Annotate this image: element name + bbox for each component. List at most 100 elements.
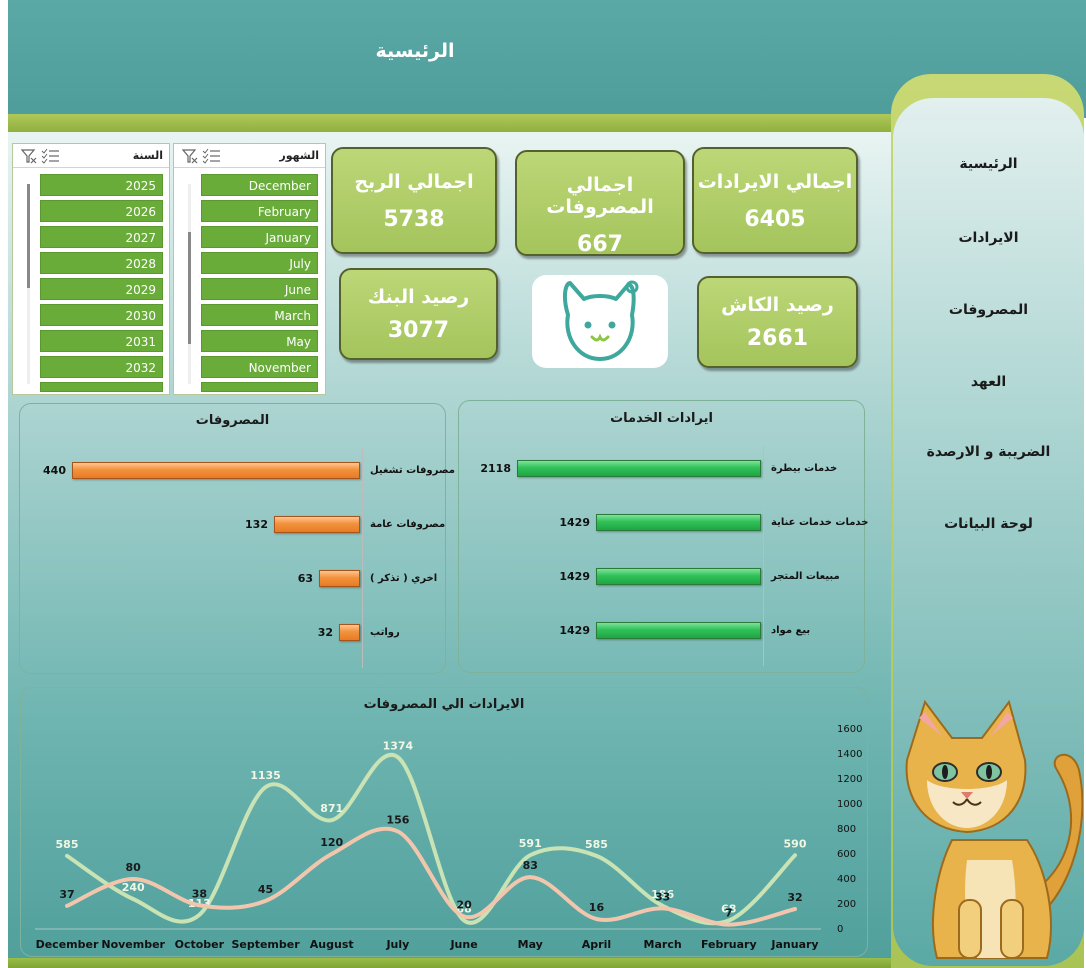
expenses-data-label: 38 <box>192 887 207 900</box>
kpi-bank-label: رصيد البنك <box>367 286 470 308</box>
x-tick-label: September <box>231 938 300 951</box>
clear-filter-icon[interactable] <box>181 149 198 164</box>
kpi-revenue: اجمالي الايرادات 6405 <box>692 147 858 254</box>
revenue-data-label: 871 <box>320 802 343 815</box>
services-revenue-bar <box>596 622 761 639</box>
x-tick-label: August <box>310 938 354 951</box>
kpi-cash-label: رصيد الكاش <box>721 294 834 316</box>
year-item[interactable]: 2027 <box>40 226 163 248</box>
year-slicer-scroll-thumb[interactable] <box>27 184 30 288</box>
y-tick-label: 800 <box>837 824 856 835</box>
services-revenue-category-label: خدمات خدمات عناية <box>771 517 869 528</box>
sidebar-item-home[interactable]: الرئيسية <box>959 156 1018 172</box>
x-tick-label: July <box>385 938 409 951</box>
services-revenue-bar <box>517 460 761 477</box>
sidebar-item-custody[interactable]: العهد <box>970 374 1007 390</box>
expenses-data-label: 45 <box>258 883 273 896</box>
month-item[interactable]: January <box>201 226 318 248</box>
month-item[interactable]: March <box>201 304 318 326</box>
services-revenue-category-label: بيع مواد <box>771 625 811 636</box>
line-chart-svg: 0 200 400 600 800 1000 1200 1400 1600 December Nov… <box>35 724 862 951</box>
revenue-data-label: 585 <box>56 838 79 851</box>
sidebar-item-tax-balances[interactable]: الضريبة و الارصدة <box>926 444 1051 460</box>
y-tick-label: 1600 <box>837 724 862 735</box>
revenue-data-label: 186 <box>651 888 674 901</box>
services-revenue-chart: ايرادات الخدمات 2118 خدمات بيطرة 1429 خدمات… <box>458 400 869 673</box>
expenses-data-label: 16 <box>589 901 605 914</box>
sidebar-item-expenses[interactable]: المصروفات <box>948 302 1029 318</box>
slicer-tools <box>20 148 61 164</box>
revenue-series-line <box>65 752 797 926</box>
month-item[interactable]: December <box>201 174 318 196</box>
services-revenue-bar <box>596 568 761 585</box>
expenses-chart: المصروفات 440 مصروفات تشغيل 132 مصروفات عام… <box>19 403 455 674</box>
x-tick-label: March <box>644 938 682 951</box>
expenses-category-label: مصروفات تشغيل <box>370 465 455 476</box>
x-tick-label: November <box>101 938 165 951</box>
month-item[interactable]: May <box>201 330 318 352</box>
year-item[interactable]: 2025 <box>40 174 163 196</box>
y-tick-label: 600 <box>837 849 856 860</box>
x-tick-label: April <box>582 938 611 951</box>
month-item-partial[interactable] <box>201 382 318 392</box>
x-tick-label: October <box>175 938 225 951</box>
kpi-expenses: اجمالي المصروفات 667 <box>515 150 685 257</box>
expenses-bar <box>319 570 360 587</box>
month-item[interactable]: February <box>201 200 318 222</box>
month-slicer-scrollbar[interactable] <box>188 184 191 384</box>
year-item[interactable]: 2032 <box>40 356 163 378</box>
month-item[interactable]: November <box>201 356 318 378</box>
x-tick-label: January <box>770 938 818 951</box>
y-tick-label: 1400 <box>837 749 862 760</box>
services-revenue-axis <box>763 446 764 666</box>
expenses-data-label: 37 <box>59 888 74 901</box>
year-slicer-title: السنة <box>132 149 163 162</box>
kpi-profit-value: 5738 <box>383 207 445 232</box>
clear-filter-icon[interactable] <box>20 149 37 164</box>
sidebar-item-revenues[interactable]: الايرادات <box>958 230 1019 246</box>
logo <box>532 275 668 368</box>
services-revenue-bar-value: 1429 <box>559 624 590 637</box>
x-tick-label: December <box>36 938 99 951</box>
month-slicer: الشهور December February January July Ju… <box>173 143 326 395</box>
year-slicer-scrollbar[interactable] <box>27 184 30 384</box>
year-item[interactable]: 2031 <box>40 330 163 352</box>
cat-logo-icon <box>562 280 639 361</box>
kpi-cash: رصيد الكاش 2661 <box>697 276 858 368</box>
expenses-data-label: 120 <box>320 836 343 849</box>
kpi-expenses-label: اجمالي المصروفات <box>546 174 654 218</box>
services-revenue-bar-value: 1429 <box>559 570 590 583</box>
expenses-data-label: 7 <box>725 907 733 920</box>
month-item[interactable]: July <box>201 252 318 274</box>
expenses-bar <box>72 462 360 479</box>
year-item[interactable]: 2029 <box>40 278 163 300</box>
expenses-bar <box>274 516 360 533</box>
year-item[interactable]: 2028 <box>40 252 163 274</box>
y-tick-label: 1200 <box>837 774 862 785</box>
kpi-profit-label: اجمالي الربح <box>354 171 474 193</box>
expenses-data-label: 33 <box>655 890 670 903</box>
revenue-data-label: 240 <box>122 881 145 894</box>
year-item[interactable]: 2026 <box>40 200 163 222</box>
x-tick-label: June <box>449 938 477 951</box>
month-item[interactable]: June <box>201 278 318 300</box>
revenue-data-label: 590 <box>784 837 807 850</box>
expenses-bar-value: 440 <box>43 464 66 477</box>
kpi-profit: اجمالي الربح 5738 <box>331 147 497 254</box>
year-slicer-header: السنة <box>13 144 169 168</box>
multi-select-icon[interactable] <box>41 148 59 164</box>
month-slicer-scroll-thumb[interactable] <box>188 232 191 344</box>
sidebar-item-data-board[interactable]: لوحة البيانات <box>944 516 1033 532</box>
year-slicer: السنة 2025 2026 2027 2028 2029 2030 2031… <box>12 143 170 395</box>
expenses-data-label: 20 <box>456 899 472 912</box>
month-slicer-title: الشهور <box>279 149 319 162</box>
multi-select-icon[interactable] <box>202 148 220 164</box>
kpi-expenses-value: 667 <box>577 232 623 257</box>
expenses-data-label: 83 <box>523 859 538 872</box>
revenue-data-label: 1135 <box>250 769 281 782</box>
year-item[interactable]: 2030 <box>40 304 163 326</box>
line-chart-title: الايرادات الي المصروفات <box>363 697 525 712</box>
year-item-partial[interactable] <box>40 382 163 392</box>
y-tick-label: 400 <box>837 874 856 885</box>
y-tick-label: 0 <box>837 924 843 935</box>
